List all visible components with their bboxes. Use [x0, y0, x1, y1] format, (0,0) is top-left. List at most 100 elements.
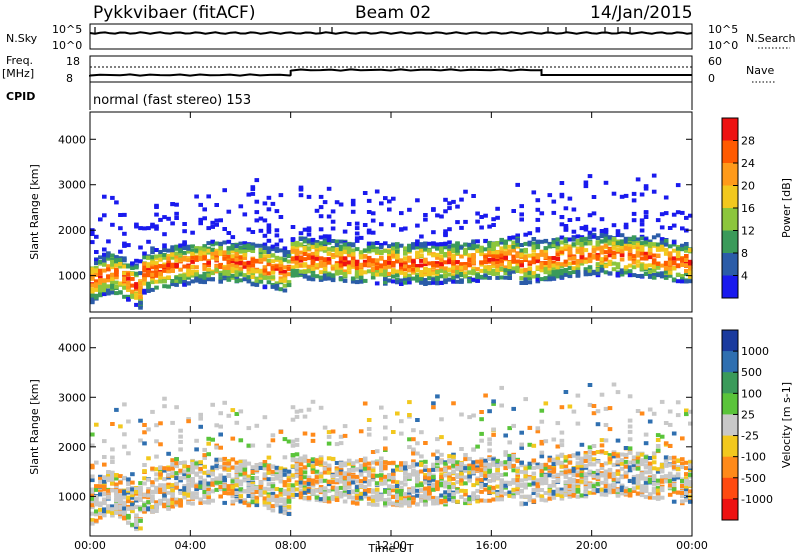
velocity-cell: [310, 399, 316, 404]
velocity-cell: [146, 427, 151, 432]
power-cell: [535, 198, 541, 203]
power-cell: [415, 268, 420, 273]
velocity-cell: [222, 456, 227, 461]
power-cell: [314, 254, 320, 259]
velocity-cell: [258, 480, 264, 485]
velocity-cell: [503, 460, 508, 465]
power-cell: [318, 194, 324, 199]
velocity-cell: [579, 466, 585, 471]
velocity-cell: [467, 474, 472, 479]
velocity-cell: [146, 456, 151, 461]
velocity-cell: [423, 480, 428, 485]
power-colorbar-swatch: [722, 118, 738, 141]
velocity-cell: [250, 465, 256, 470]
velocity-cell: [334, 492, 340, 497]
power-cell: [186, 249, 191, 254]
velocity-cell: [154, 467, 159, 472]
velocity-cell: [170, 464, 175, 469]
power-cell: [146, 289, 151, 293]
power-cell: [535, 227, 541, 232]
power-cell: [527, 231, 533, 236]
power-cell: [210, 239, 215, 244]
power-cell: [603, 264, 609, 269]
power-cell: [531, 252, 537, 257]
velocity-cell: [114, 489, 119, 494]
velocity-cell: [463, 489, 468, 493]
power-cell: [543, 264, 549, 269]
velocity-cell: [102, 513, 107, 518]
power-cell: [639, 218, 645, 223]
power-cell: [595, 267, 601, 272]
velocity-cell: [423, 499, 428, 504]
power-cell: [571, 229, 577, 234]
power-cell: [651, 268, 657, 273]
velocity-cell: [499, 478, 504, 483]
velocity-cell: [110, 422, 115, 426]
power-cell: [338, 253, 344, 258]
power-cell: [655, 261, 661, 266]
power-cell: [250, 269, 256, 274]
power-cell: [198, 257, 203, 262]
power-cell: [379, 242, 384, 247]
power-cell: [635, 251, 641, 256]
velocity-cell: [523, 470, 528, 475]
velocity-cell: [491, 490, 496, 495]
power-cell: [142, 273, 147, 278]
power-cell: [587, 241, 593, 246]
power-cell: [246, 267, 252, 272]
power-cell: [471, 253, 476, 257]
velocity-cell: [370, 494, 376, 499]
velocity-cell: [415, 462, 420, 467]
velocity-cell: [599, 492, 605, 497]
velocity-cell: [547, 488, 553, 493]
velocity-cell: [314, 475, 320, 480]
velocity-cell: [407, 500, 412, 505]
power-cell: [383, 266, 388, 271]
velocity-cell: [379, 405, 384, 410]
power-cell: [623, 222, 629, 227]
velocity-cell: [407, 502, 412, 507]
power-cell: [587, 174, 593, 179]
velocity-cell: [110, 481, 115, 486]
velocity-cell: [206, 491, 211, 495]
velocity-cell: [415, 502, 420, 507]
velocity-cell: [274, 476, 280, 481]
velocity-cell: [194, 484, 199, 489]
power-cell: [362, 223, 368, 227]
power-cell: [282, 273, 288, 278]
power-cell: [443, 241, 448, 246]
velocity-cell: [334, 480, 340, 485]
velocity-cell: [479, 468, 484, 473]
velocity-cell: [162, 502, 167, 507]
velocity-cell: [439, 475, 444, 480]
power-cell: [146, 273, 151, 278]
power-cell: [523, 232, 528, 237]
power-cell: [447, 252, 452, 257]
power-cell: [122, 283, 127, 288]
velocity-cell: [579, 475, 585, 480]
velocity-cell: [214, 464, 219, 469]
power-cell: [302, 252, 308, 256]
power-cell: [411, 276, 416, 281]
velocity-cell: [138, 481, 143, 486]
power-cell: [170, 252, 175, 257]
velocity-cell: [234, 465, 240, 470]
velocity-cell: [306, 463, 312, 468]
power-cell: [675, 246, 681, 251]
velocity-cell: [178, 491, 183, 495]
power-cell: [595, 262, 601, 267]
velocity-cell: [519, 460, 524, 465]
power-cell: [439, 214, 444, 219]
power-cell: [98, 278, 103, 283]
power-cell: [278, 267, 284, 272]
velocity-cell: [539, 488, 545, 492]
velocity-cell: [346, 473, 352, 478]
velocity-cell: [591, 451, 597, 455]
velocity-cell: [250, 443, 256, 448]
velocity-cell: [387, 473, 392, 478]
power-cell: [643, 215, 649, 219]
velocity-cell: [427, 496, 432, 501]
power-cell: [174, 246, 179, 251]
velocity-cell: [170, 458, 175, 463]
velocity-cell: [306, 478, 312, 482]
